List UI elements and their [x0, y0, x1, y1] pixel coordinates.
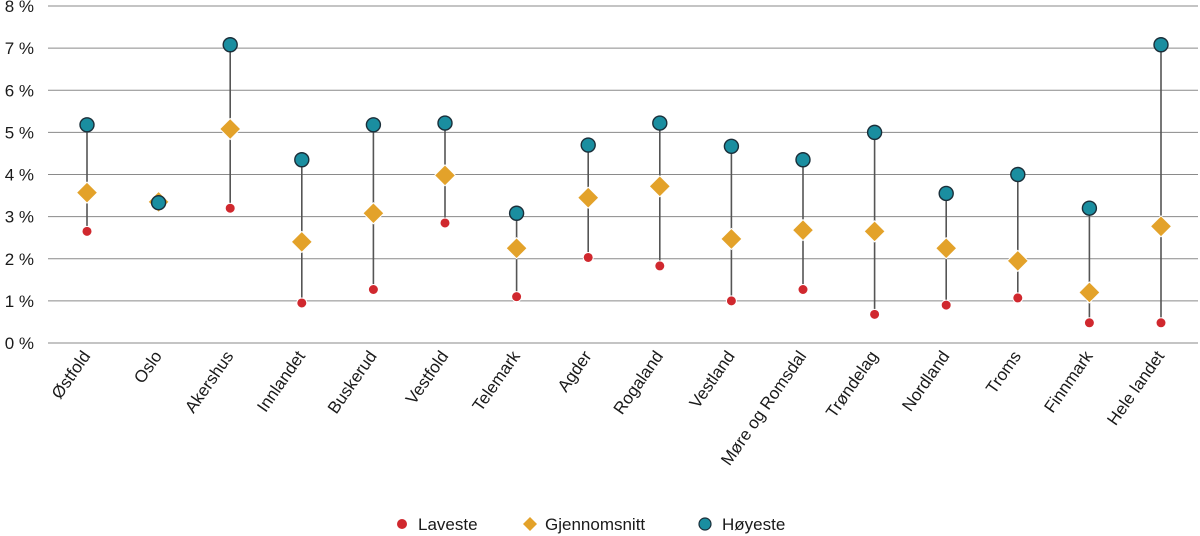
point-laveste	[1155, 317, 1167, 329]
point-laveste	[439, 217, 451, 229]
point-gjennomsnitt	[75, 181, 99, 204]
point-hoyeste	[1153, 37, 1169, 53]
point-laveste	[1083, 317, 1095, 329]
point-hoyeste	[437, 115, 453, 131]
point-hoyeste	[795, 152, 811, 168]
point-laveste	[224, 202, 236, 214]
y-tick-label: 3 %	[5, 208, 34, 227]
point-gjennomsnitt	[720, 227, 743, 251]
legend-marker-hoyeste	[698, 517, 712, 531]
y-tick-label: 6 %	[5, 81, 34, 100]
y-tick-label: 8 %	[5, 0, 34, 16]
x-category-label: Finnmark	[1040, 347, 1096, 416]
y-tick-label: 5 %	[5, 123, 34, 142]
point-laveste	[725, 295, 737, 307]
point-hoyeste	[222, 37, 238, 53]
y-tick-label: 7 %	[5, 39, 34, 58]
point-gjennomsnitt	[433, 164, 457, 187]
x-category-label: Agder	[554, 347, 596, 395]
point-laveste	[81, 225, 93, 237]
x-axis-category-labels: Østfold Oslo Akershus Innlandet Buskerud Vest…	[48, 347, 1169, 469]
x-category-label: Nordland	[898, 347, 953, 414]
point-hoyeste	[508, 205, 525, 221]
x-category-label: Vestfold	[402, 347, 452, 407]
point-hoyeste	[866, 124, 883, 141]
point-laveste	[797, 284, 809, 296]
range-lines	[86, 44, 1162, 323]
point-laveste	[654, 260, 666, 272]
x-category-label: Vestland	[686, 347, 739, 411]
x-category-label: Hele landet	[1103, 347, 1168, 429]
point-laveste	[296, 297, 308, 309]
point-laveste	[511, 291, 523, 303]
legend-label: Høyeste	[722, 515, 785, 534]
legend-label: Gjennomsnitt	[545, 515, 645, 534]
point-laveste	[940, 299, 952, 311]
y-tick-label: 4 %	[5, 166, 34, 185]
y-tick-label: 1 %	[5, 292, 34, 311]
x-category-label: Østfold	[48, 347, 94, 402]
legend-label: Laveste	[418, 515, 478, 534]
point-gjennomsnitt	[218, 117, 242, 141]
point-gjennomsnitt	[863, 220, 886, 243]
point-laveste	[582, 251, 594, 263]
point-gjennomsnitt	[362, 202, 385, 225]
point-gjennomsnitt	[290, 230, 314, 254]
y-tick-label: 0 %	[5, 334, 34, 353]
point-hoyeste	[1081, 200, 1098, 216]
point-hoyeste	[938, 185, 954, 202]
point-gjennomsnitt	[505, 237, 528, 260]
point-gjennomsnitt	[1078, 281, 1101, 304]
x-category-label: Telemark	[469, 347, 524, 415]
point-laveste	[367, 284, 379, 296]
x-category-label: Buskerud	[324, 347, 381, 417]
x-category-label: Rogaland	[610, 347, 667, 418]
x-category-label: Oslo	[130, 347, 166, 387]
y-axis-tick-labels: 0 % 1 % 2 % 3 % 4 % 5 % 6 % 7 % 8 %	[5, 0, 34, 353]
point-hoyeste	[580, 137, 596, 153]
legend: Laveste Gjennomsnitt Høyeste	[397, 515, 785, 534]
x-category-label: Akershus	[181, 347, 237, 416]
x-category-label: Innlandet	[253, 347, 309, 415]
data-markers	[75, 37, 1173, 329]
point-hoyeste	[79, 117, 95, 133]
point-gjennomsnitt	[1006, 249, 1030, 273]
point-gjennomsnitt	[791, 218, 815, 242]
point-laveste	[869, 308, 881, 320]
grid-lines	[48, 5, 1198, 344]
x-category-label: Trøndelag	[822, 347, 882, 421]
point-hoyeste	[294, 152, 310, 168]
point-hoyeste	[1010, 166, 1026, 183]
point-gjennomsnitt	[648, 175, 672, 198]
y-tick-label: 2 %	[5, 250, 34, 269]
point-gjennomsnitt	[934, 237, 958, 260]
point-gjennomsnitt	[1149, 215, 1173, 238]
point-hoyeste	[652, 115, 668, 131]
legend-marker-gjennomsnitt	[523, 517, 537, 531]
point-hoyeste	[723, 138, 740, 154]
point-hoyeste	[365, 117, 382, 133]
point-hoyeste	[150, 195, 167, 211]
x-category-label: Troms	[982, 347, 1025, 397]
point-laveste	[1012, 292, 1024, 304]
legend-marker-laveste	[397, 519, 407, 529]
point-gjennomsnitt	[576, 186, 600, 209]
